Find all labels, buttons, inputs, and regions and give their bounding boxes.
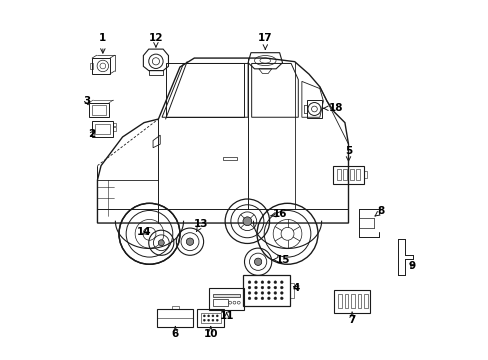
Circle shape	[247, 297, 250, 300]
Text: 6: 6	[171, 327, 179, 339]
Circle shape	[186, 238, 193, 245]
Bar	[90, 63, 93, 69]
Bar	[113, 123, 116, 126]
Circle shape	[273, 281, 276, 284]
Bar	[223, 157, 237, 160]
Bar	[148, 70, 163, 75]
Circle shape	[158, 240, 164, 246]
Text: 16: 16	[270, 209, 287, 219]
Circle shape	[273, 292, 276, 294]
Bar	[364, 294, 367, 309]
Bar	[349, 169, 353, 180]
Bar	[333, 290, 369, 313]
Text: 8: 8	[374, 206, 385, 216]
Circle shape	[280, 286, 283, 289]
Bar	[201, 313, 221, 323]
Circle shape	[280, 281, 283, 284]
Circle shape	[261, 297, 264, 300]
Text: 7: 7	[347, 312, 355, 325]
Bar	[113, 127, 116, 131]
Circle shape	[254, 258, 261, 265]
Bar	[92, 121, 113, 137]
Circle shape	[207, 319, 209, 321]
Text: 5: 5	[344, 145, 351, 161]
Text: 13: 13	[194, 219, 208, 231]
Circle shape	[273, 286, 276, 289]
Circle shape	[267, 297, 270, 300]
Circle shape	[243, 217, 251, 226]
Circle shape	[261, 292, 264, 294]
Bar	[197, 309, 224, 327]
Bar	[306, 100, 321, 118]
Circle shape	[261, 281, 264, 284]
Circle shape	[216, 319, 218, 321]
Circle shape	[207, 315, 209, 317]
Text: 14: 14	[137, 227, 151, 237]
Text: 1: 1	[99, 33, 106, 53]
Text: 9: 9	[408, 261, 415, 271]
Bar	[243, 275, 289, 306]
Bar	[338, 294, 341, 309]
Circle shape	[247, 281, 250, 284]
Circle shape	[254, 292, 257, 294]
Bar	[208, 288, 244, 310]
Circle shape	[203, 315, 205, 317]
Bar	[94, 124, 110, 134]
Bar	[92, 58, 110, 74]
Bar	[351, 294, 354, 309]
Text: 2: 2	[88, 129, 96, 139]
Bar	[212, 294, 240, 297]
Circle shape	[267, 292, 270, 294]
Text: 15: 15	[272, 255, 290, 265]
Circle shape	[254, 281, 257, 284]
Circle shape	[203, 319, 205, 321]
Bar	[343, 169, 346, 180]
Text: 4: 4	[292, 283, 300, 293]
Bar	[212, 299, 227, 306]
Bar	[157, 309, 193, 327]
Bar	[363, 171, 366, 178]
Circle shape	[267, 286, 270, 289]
Text: 11: 11	[219, 311, 233, 320]
Bar	[289, 283, 293, 298]
Bar	[92, 105, 106, 116]
Circle shape	[216, 315, 218, 317]
Bar	[89, 103, 109, 117]
Circle shape	[261, 286, 264, 289]
Circle shape	[280, 297, 283, 300]
Bar	[356, 169, 359, 180]
Circle shape	[254, 297, 257, 300]
Circle shape	[247, 286, 250, 289]
Bar	[171, 306, 179, 309]
Text: 17: 17	[258, 33, 272, 49]
Text: 3: 3	[83, 96, 90, 106]
Text: 10: 10	[203, 327, 218, 339]
Circle shape	[211, 315, 214, 317]
Text: 18: 18	[323, 103, 343, 113]
Circle shape	[280, 292, 283, 294]
Bar	[333, 166, 363, 184]
Circle shape	[267, 281, 270, 284]
Bar	[344, 294, 348, 309]
Circle shape	[211, 319, 214, 321]
Bar	[357, 294, 361, 309]
Circle shape	[247, 292, 250, 294]
Circle shape	[254, 286, 257, 289]
Bar	[336, 169, 340, 180]
Text: 12: 12	[148, 33, 163, 47]
Circle shape	[273, 297, 276, 300]
